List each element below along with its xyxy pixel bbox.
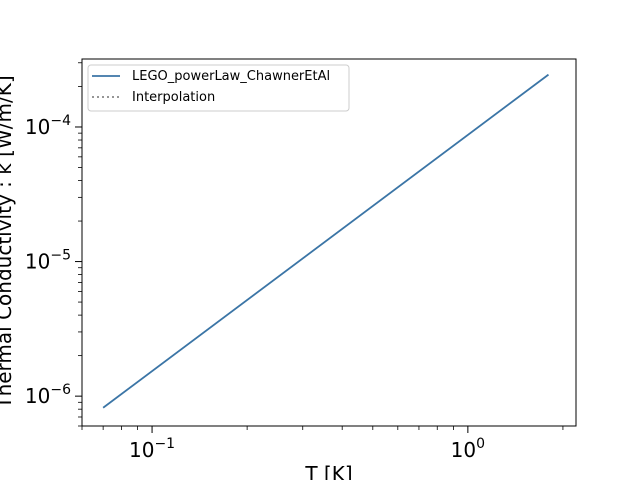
legend-box (87, 64, 350, 112)
legend: LEGO_powerLaw_ChawnerEtAl Interpolation (87, 64, 350, 112)
series-layer (102, 73, 550, 409)
x-ticks: 10−1 100 (81, 426, 564, 462)
y-tick-label: 10−5 (25, 248, 71, 274)
x-tick-label: 10−1 (129, 436, 175, 462)
legend-label-lego: LEGO_powerLaw_ChawnerEtAl (132, 69, 330, 84)
plot-frame (81, 58, 577, 427)
legend-label-interpolation: Interpolation (132, 90, 215, 105)
series-line-0 (102, 73, 550, 409)
y-tick-label: 10−6 (25, 382, 71, 408)
plot-area (81, 58, 577, 427)
y-axis-label: Thermal Conductivity : k [W/m/K] (0, 75, 16, 409)
y-tick-label: 10−4 (25, 113, 71, 139)
y-ticks: 10−6 10−5 10−4 (25, 62, 82, 427)
x-axis-label: T [K] (304, 462, 352, 480)
x-tick-label: 100 (451, 436, 485, 462)
